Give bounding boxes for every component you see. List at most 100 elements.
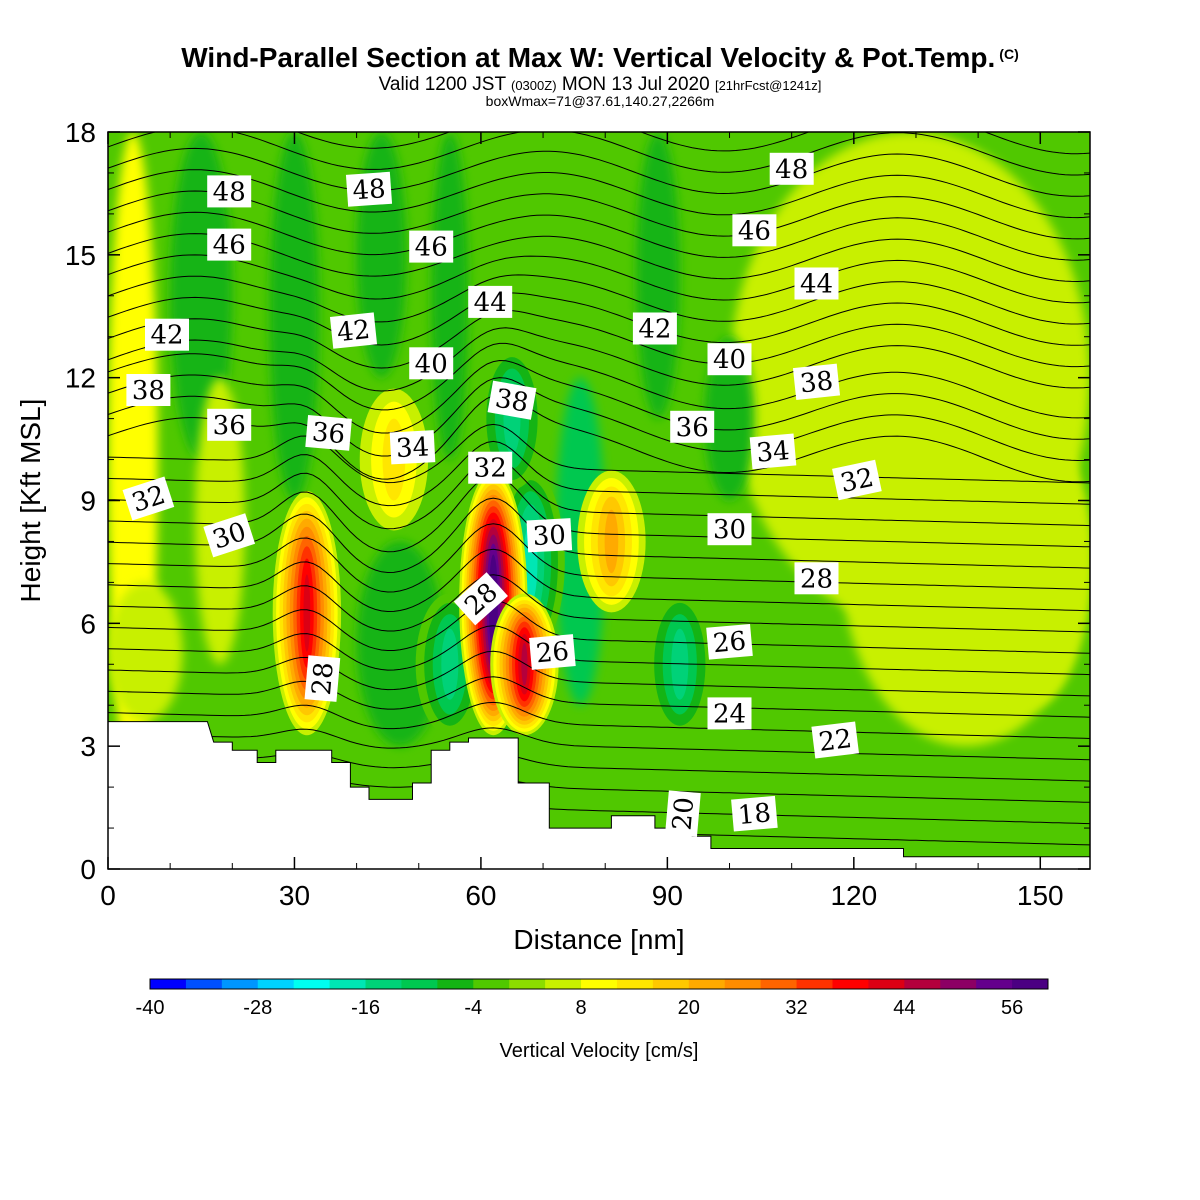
- theta-contour-label: 46: [409, 230, 454, 263]
- terrain-silhouette: [108, 721, 1090, 869]
- theta-label-box: [126, 374, 171, 406]
- theta-contour-line: [108, 474, 1090, 553]
- theta-contour-line: [108, 169, 1090, 219]
- theta-label-box: [207, 175, 252, 208]
- x-axis-label: Distance [nm]: [513, 924, 684, 955]
- theta-contour-line: [108, 752, 1090, 782]
- theta-contour-label: 28: [304, 655, 341, 702]
- theta-contour-line: [108, 497, 1090, 574]
- subtitle-date: MON 13 Jul 2020: [561, 74, 710, 95]
- theta-contour-line: [108, 211, 1090, 261]
- theta-contour-line: [108, 254, 1090, 304]
- theta-contour-line: [108, 701, 1090, 739]
- theta-label-box: [526, 518, 573, 553]
- theta-contour-line: [108, 342, 1090, 419]
- colorbar-swatch: [509, 979, 546, 989]
- colorbar-tick-label: 8: [575, 997, 586, 1019]
- theta-contour-label: 24: [707, 697, 752, 730]
- theta-label-box: [468, 451, 513, 484]
- updraft-core: [521, 642, 528, 686]
- theta-contour-line: [108, 309, 1090, 369]
- theta-contour-line: [108, 147, 1090, 197]
- x-tick-label: 0: [100, 880, 116, 911]
- theta-label-box: [529, 634, 576, 670]
- subtitle-valid: Valid 1200 JST: [378, 74, 506, 95]
- theta-contour-line: [108, 574, 1090, 633]
- theta-label-text: 20: [668, 796, 701, 832]
- theta-contour-line: [108, 676, 1090, 718]
- theta-contour-label: 32: [122, 476, 175, 521]
- theta-contour-label: 48: [769, 152, 814, 185]
- theta-contour-line: [108, 327, 1090, 392]
- theta-label-box: [329, 312, 378, 349]
- y-tick-label: 9: [80, 486, 96, 517]
- theta-label-text: 28: [307, 661, 340, 697]
- theta-contour-line: [108, 233, 1090, 283]
- y-tick-label: 12: [65, 363, 96, 394]
- theta-label-text: 32: [838, 463, 877, 499]
- colorbar-swatch: [796, 979, 833, 989]
- colorbar-swatch: [293, 979, 331, 989]
- theta-contour-label: 40: [707, 343, 752, 376]
- colorbar-tick-label: -4: [464, 997, 482, 1019]
- theta-label-text: 46: [213, 231, 246, 261]
- colorbar-swatch: [976, 979, 1013, 989]
- field-region: [431, 132, 469, 460]
- theta-contour-label: 46: [732, 214, 777, 247]
- colorbar-swatch: [760, 979, 798, 989]
- theta-contour-label: 46: [207, 228, 252, 261]
- colorbar-swatch: [724, 979, 762, 989]
- theta-label-box: [832, 459, 882, 501]
- theta-label-box: [409, 230, 454, 263]
- colorbar-tick-label: -16: [351, 997, 380, 1019]
- theta-contour-line: [108, 457, 1090, 530]
- colorbar-swatch: [185, 979, 223, 989]
- theta-label-box: [304, 655, 341, 702]
- y-axis-label: Height [Kft MSL]: [15, 399, 46, 603]
- theta-contour-line: [108, 423, 1090, 484]
- theta-label-text: 36: [676, 413, 709, 443]
- theta-label-text: 48: [775, 155, 808, 185]
- theta-label-box: [732, 214, 777, 247]
- y-tick-label: 18: [65, 117, 96, 148]
- theta-label-box: [203, 513, 256, 558]
- downdraft-core: [441, 628, 459, 700]
- colorbar-swatch: [257, 979, 295, 989]
- theta-contour-label: 42: [329, 312, 378, 349]
- colorbar: -40 -28 -16 -4 8 20 32 44 56 Vertical Velocity [c…: [136, 978, 1049, 1062]
- theta-label-box: [305, 415, 352, 451]
- theta-label-box: [769, 152, 814, 185]
- theta-label-box: [122, 476, 175, 521]
- theta-contour-line: [108, 274, 1090, 325]
- theta-label-text: 36: [311, 418, 347, 451]
- theta-contour-line: [108, 548, 1090, 613]
- theta-contour-label: 30: [526, 518, 573, 553]
- theta-label-text: 42: [638, 315, 671, 345]
- x-tick-label: 120: [830, 880, 877, 911]
- theta-label-text: 32: [474, 454, 507, 484]
- theta-contour-label: 26: [529, 634, 576, 670]
- theta-contour-label: 40: [409, 347, 454, 380]
- colorbar-swatch: [868, 979, 905, 989]
- theta-label-box: [389, 430, 436, 465]
- colorbar-swatch: [473, 979, 510, 989]
- subtitle-forecast: [21hrFcst@1241z]: [714, 78, 822, 93]
- theta-contour-line: [108, 377, 1090, 462]
- theta-label-text: 30: [532, 520, 567, 552]
- theta-label-box: [665, 790, 701, 838]
- theta-label-box: [207, 228, 252, 261]
- colorbar-swatch: [221, 979, 259, 989]
- x-tick-label: 150: [1017, 880, 1064, 911]
- field-region: [195, 377, 245, 665]
- theta-label-box: [145, 318, 189, 351]
- colorbar-swatch: [365, 979, 402, 989]
- theta-contour-label: 20: [665, 790, 701, 838]
- field-region: [269, 132, 320, 501]
- theta-contour-label: 38: [792, 363, 841, 401]
- theta-contour-label: 36: [670, 410, 715, 443]
- theta-contour-label: 42: [145, 318, 189, 351]
- theta-label-text: 38: [493, 384, 531, 419]
- copyright-mark: (C): [999, 46, 1019, 62]
